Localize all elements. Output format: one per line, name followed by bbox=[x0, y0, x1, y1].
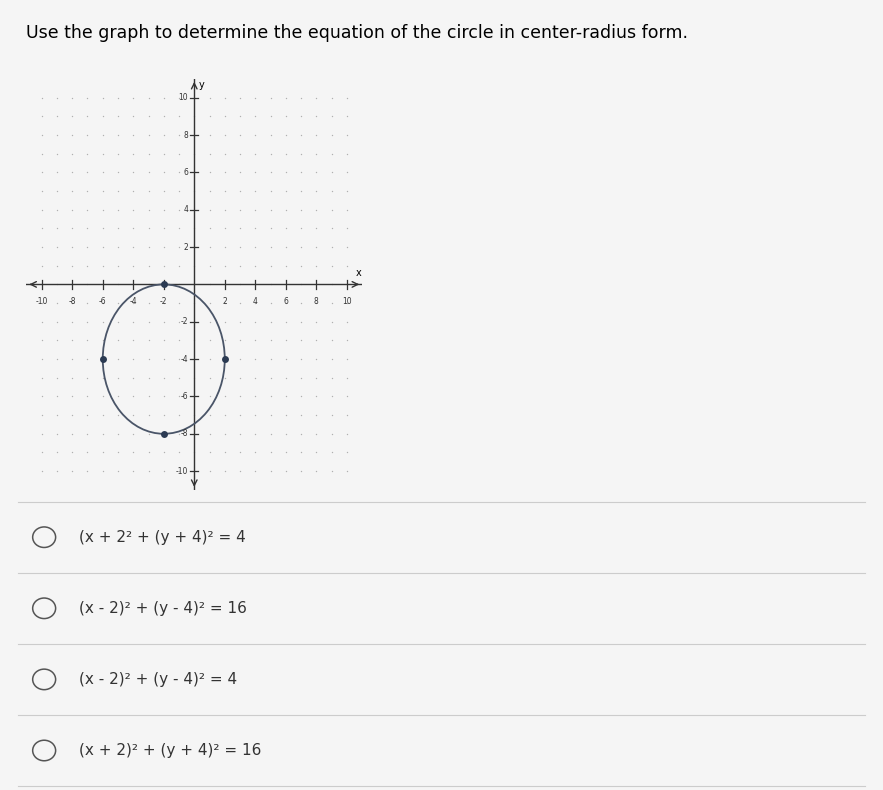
Text: Use the graph to determine the equation of the circle in center-radius form.: Use the graph to determine the equation … bbox=[26, 24, 689, 42]
Text: -8: -8 bbox=[69, 298, 76, 307]
Text: -10: -10 bbox=[35, 298, 48, 307]
Text: 8: 8 bbox=[184, 130, 188, 140]
Text: -2: -2 bbox=[181, 318, 188, 326]
Text: -4: -4 bbox=[130, 298, 137, 307]
Text: 10: 10 bbox=[178, 93, 188, 102]
Text: (x + 2² + (y + 4)² = 4: (x + 2² + (y + 4)² = 4 bbox=[79, 530, 246, 544]
Text: 6: 6 bbox=[283, 298, 288, 307]
Text: -8: -8 bbox=[181, 429, 188, 438]
Text: -10: -10 bbox=[176, 467, 188, 476]
Text: (x + 2)² + (y + 4)² = 16: (x + 2)² + (y + 4)² = 16 bbox=[79, 743, 262, 758]
Text: 2: 2 bbox=[184, 243, 188, 251]
Text: 8: 8 bbox=[313, 298, 319, 307]
Text: -6: -6 bbox=[99, 298, 107, 307]
Text: 6: 6 bbox=[184, 167, 188, 177]
Text: y: y bbox=[199, 80, 205, 89]
Text: -6: -6 bbox=[180, 392, 188, 401]
Text: 4: 4 bbox=[253, 298, 258, 307]
Text: 10: 10 bbox=[342, 298, 351, 307]
Text: (x - 2)² + (y - 4)² = 4: (x - 2)² + (y - 4)² = 4 bbox=[79, 672, 238, 687]
Text: x: x bbox=[356, 268, 362, 278]
Text: -2: -2 bbox=[160, 298, 168, 307]
Text: 4: 4 bbox=[184, 205, 188, 214]
Text: (x - 2)² + (y - 4)² = 16: (x - 2)² + (y - 4)² = 16 bbox=[79, 601, 247, 615]
Text: -4: -4 bbox=[180, 355, 188, 363]
Text: 2: 2 bbox=[223, 298, 227, 307]
